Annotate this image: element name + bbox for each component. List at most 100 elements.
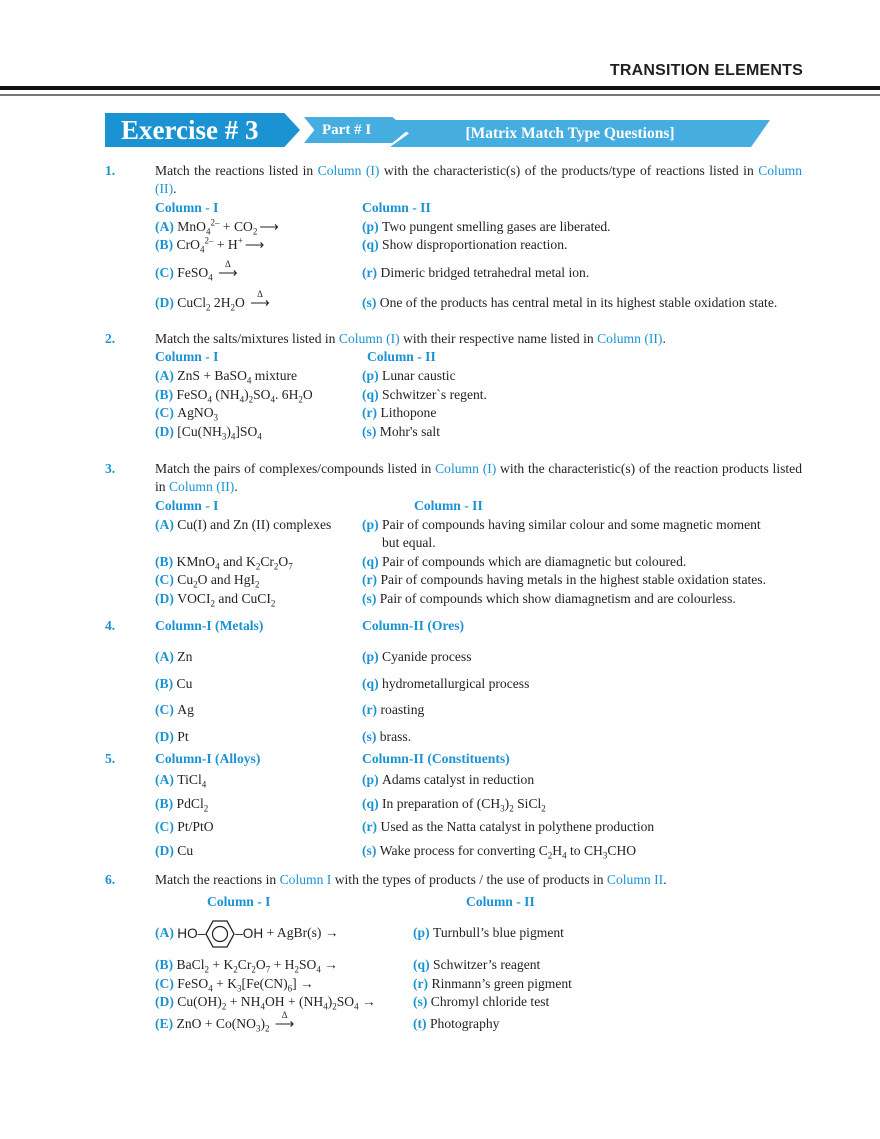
reaction-arrow-icon: ⟶ <box>259 219 279 234</box>
column-reference: Column (II) <box>155 163 802 197</box>
subscript: 3 <box>602 850 608 861</box>
column-ii-item: (q) Schwitzer`s regent. <box>362 386 487 404</box>
text-run: [Cu(NH <box>177 424 222 439</box>
column-ii-item: (r) Dimeric bridged tetrahedral metal io… <box>362 264 589 282</box>
text-run: ) <box>260 1016 265 1031</box>
question-number: 2. <box>105 331 116 346</box>
item-label: (s) <box>362 424 380 439</box>
text-run: + K <box>208 957 234 972</box>
subscript: 2 <box>203 803 209 814</box>
subscript: 4 <box>257 431 262 442</box>
subscript: 7 <box>265 964 271 975</box>
column-i-item: (D) [Cu(NH3)4]SO4 <box>155 423 262 441</box>
subscript: 2 <box>541 803 546 814</box>
subscript: 4 <box>230 431 236 442</box>
item-label: (r) <box>362 819 381 834</box>
subscript: 2 <box>252 226 258 237</box>
text-run: Cu(I) and Zn (II) complexes <box>177 517 332 532</box>
item-label: (A) <box>155 517 178 532</box>
subscript: 2 <box>221 1001 227 1012</box>
column-ii-item: (p) Two pungent smelling gases are liber… <box>362 218 611 236</box>
column-ii-item: (p) Cyanide process <box>362 648 471 666</box>
subscript: 2 <box>251 964 256 975</box>
subscript: 2 <box>509 803 514 814</box>
subscript: 4 <box>260 1001 265 1012</box>
subscript: 4 <box>208 983 213 994</box>
item-label: (s) <box>362 843 380 858</box>
question-number: 4. <box>105 618 116 633</box>
text-run: Rinmann’s green pigment <box>431 976 572 991</box>
text-run: Pair of compounds having similar colour … <box>382 517 761 532</box>
column-i-item: (C) FeSO4 + K3[Fe(CN)6] → <box>155 975 314 993</box>
benzene-ring-icon <box>205 920 235 948</box>
column-i-header: Column - I <box>155 498 219 513</box>
text-run: Schwitzer’s reagent <box>433 957 541 972</box>
text-run: Zn <box>177 649 193 664</box>
text-run: Pair of compounds which show diamagnetis… <box>379 591 736 606</box>
question-prompt: Match the reactions listed in Column (I)… <box>155 162 802 199</box>
text-run <box>213 265 216 280</box>
column-reference: Column I <box>279 872 332 887</box>
text-run: and K <box>219 554 256 569</box>
item-label: (B) <box>155 676 177 691</box>
text-run: to CH <box>566 843 603 858</box>
item-label: (q) <box>362 237 383 252</box>
text-run: Match the reactions in <box>155 872 280 887</box>
text-run: hydrometallurgical process <box>382 676 530 691</box>
column-ii-item: (r) roasting <box>362 701 424 719</box>
column-reference: Column (II) <box>597 331 663 346</box>
text-run: H <box>552 843 563 858</box>
column-i-item: (C) Ag <box>155 701 194 719</box>
reaction-arrow-icon: ⟶ Δ <box>275 1010 295 1033</box>
text-run: SiCl <box>513 796 542 811</box>
text-run: ) <box>504 796 510 811</box>
text-run: Pair of compounds which are diamagnetic … <box>382 554 687 569</box>
item-label: (p) <box>362 772 383 787</box>
subscript: 2 <box>193 579 198 590</box>
text-run: Cr <box>260 554 274 569</box>
column-ii-item: (p) Pair of compounds having similar col… <box>362 516 761 534</box>
hydroxyl-group: HO– <box>177 925 206 941</box>
item-label: (q) <box>413 957 434 972</box>
question-number: 3. <box>105 461 116 476</box>
text-run: ) <box>327 994 333 1009</box>
column-ii-item: (s) Mohr's salt <box>362 423 440 441</box>
text-run: . 6H <box>275 387 299 402</box>
subscript: 6 <box>287 983 293 994</box>
column-ii-header: Column - II <box>466 894 535 909</box>
item-label: (A) <box>155 649 178 664</box>
heat-symbol: Δ <box>225 259 231 269</box>
text-run: with the characteristic(s) of the produc… <box>379 163 759 178</box>
text-run: SO <box>253 387 271 402</box>
column-i-item: (A) TiCl4 <box>155 771 206 789</box>
item-label: (C) <box>155 405 178 420</box>
column-i-item: (C) FeSO4 ⟶ Δ <box>155 259 240 283</box>
subscript: 2 <box>255 579 260 590</box>
item-label: (s) <box>362 295 380 310</box>
text-run: FeSO <box>176 387 208 402</box>
column-ii-item: (r) Lithopone <box>362 404 436 422</box>
page-header-title: TRANSITION ELEMENTS <box>609 62 803 79</box>
text-run: ) <box>244 387 249 402</box>
text-run: + NH <box>226 994 261 1009</box>
column-ii-item: (q) In preparation of (CH3)2 SiCl2 <box>362 795 546 813</box>
text-run: . <box>234 479 238 495</box>
subscript: 4 <box>215 561 220 572</box>
subscript: 2 <box>210 598 216 609</box>
text-run: TiCl <box>177 772 202 787</box>
text-run: Turnbull’s blue pigment <box>433 925 564 940</box>
text-run: AgNO <box>177 405 214 420</box>
question-number: 6. <box>105 872 116 887</box>
subscript: 4 <box>562 850 567 861</box>
text-run: → <box>358 994 376 1009</box>
item-label: (B) <box>155 237 177 252</box>
text-run: Photography <box>429 1016 500 1031</box>
column-i-item: (B) Cu <box>155 675 192 693</box>
column-ii-item: (r) Used as the Natta catalyst in polyth… <box>362 818 654 836</box>
item-label: (p) <box>362 649 383 664</box>
subscript: 4 <box>208 272 213 283</box>
item-label: (D) <box>155 424 178 439</box>
text-run: O and HgI <box>197 572 256 587</box>
column-ii-item: (q) Pair of compounds which are diamagne… <box>362 553 686 571</box>
subscript: 3 <box>500 803 505 814</box>
